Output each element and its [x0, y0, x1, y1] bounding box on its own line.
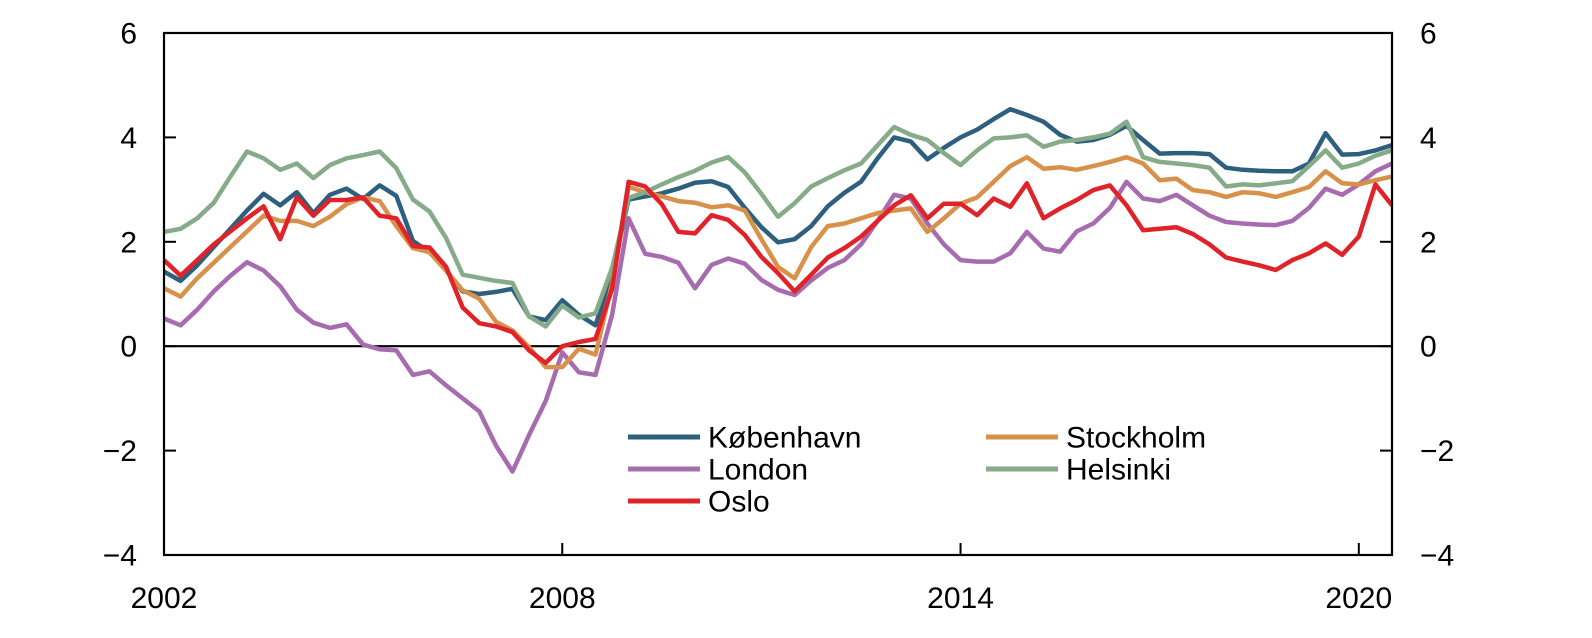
legend-label-london: London — [708, 454, 808, 487]
y-axis-label-right-4: 4 — [1420, 122, 1437, 155]
y-axis-label-left-6: 6 — [120, 18, 137, 51]
legend-item-oslo: Oslo — [628, 486, 770, 519]
y-axis-label-left--2: −2 — [103, 435, 137, 468]
series-line-kobenhavn — [162, 106, 1393, 328]
axes-group: 6 6 4 4 2 2 0 0 −2 −2 −4 −4 2002 2008 2014 2020 — [103, 18, 1454, 616]
plot-border — [162, 31, 1394, 557]
y-axis-label-left--4: −4 — [103, 540, 137, 573]
y-axis-label-left-2: 2 — [120, 226, 137, 259]
legend-label-kobenhavn: København — [708, 422, 861, 455]
x-axis-label-2002: 2002 — [131, 582, 198, 615]
legend-item-helsinki: Helsinki — [986, 454, 1171, 487]
legend-label-stockholm: Stockholm — [1066, 422, 1206, 455]
legend-label-oslo: Oslo — [708, 486, 770, 519]
legend-label-helsinki: Helsinki — [1066, 454, 1171, 487]
y-axis-label-right-2: 2 — [1420, 226, 1437, 259]
y-axis-label-left-0: 0 — [120, 331, 137, 364]
series-group — [162, 106, 1394, 474]
y-axis-label-right--2: −2 — [1420, 435, 1454, 468]
x-axis-label-2014: 2014 — [927, 582, 994, 615]
x-axis-label-2020: 2020 — [1325, 582, 1392, 615]
y-axis-label-left-4: 4 — [120, 122, 137, 155]
y-axis-label-right--4: −4 — [1420, 540, 1454, 573]
y-axis-label-right-0: 0 — [1420, 331, 1437, 364]
series-line-stockholm — [162, 154, 1393, 370]
series-line-helsinki — [163, 119, 1393, 329]
series-line-oslo — [162, 179, 1394, 366]
legend-item-kobenhavn: København — [628, 422, 861, 455]
x-axis-label-2008: 2008 — [529, 582, 596, 615]
y-axis-label-right-6: 6 — [1420, 18, 1437, 51]
legend-item-london: London — [628, 454, 808, 487]
series-line-london — [163, 161, 1393, 474]
legend-item-stockholm: Stockholm — [986, 422, 1206, 455]
